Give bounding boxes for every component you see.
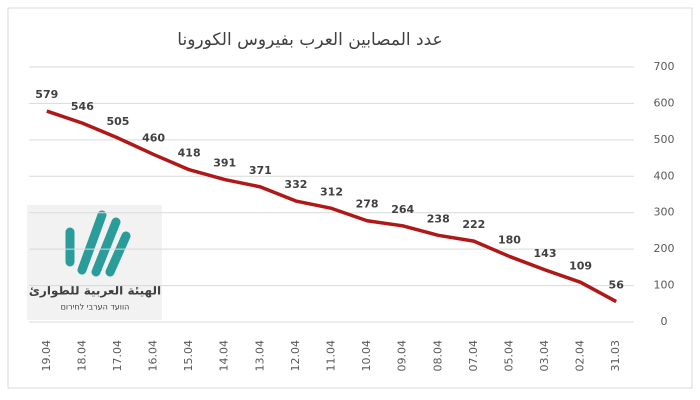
y-tick-label: 500 <box>654 133 675 146</box>
data-label: 238 <box>427 212 450 225</box>
y-tick-label: 300 <box>654 206 675 219</box>
data-label: 312 <box>320 185 343 198</box>
data-label: 180 <box>498 233 521 246</box>
data-label: 56 <box>609 279 625 292</box>
data-label: 546 <box>71 100 94 113</box>
x-tick-label: 19.04 <box>40 340 53 372</box>
x-tick-label: 14.04 <box>218 340 231 372</box>
y-tick-label: 200 <box>654 242 675 255</box>
logo-icon <box>65 210 131 277</box>
x-tick-label: 08.04 <box>431 340 444 372</box>
data-label: 222 <box>462 218 485 231</box>
x-tick-label: 13.04 <box>253 340 266 372</box>
chart-title: عدد المصابين العرب بفيروس الكورونا <box>177 30 442 50</box>
data-label: 505 <box>106 115 129 128</box>
y-tick-label: 600 <box>654 96 675 109</box>
x-tick-label: 18.04 <box>75 340 88 372</box>
data-label: 460 <box>142 131 165 144</box>
data-label: 109 <box>569 259 592 272</box>
data-label: 332 <box>284 178 307 191</box>
data-label: 371 <box>249 164 272 177</box>
x-tick-label: 09.04 <box>396 340 409 372</box>
x-tick-label: 07.04 <box>467 340 480 372</box>
x-tick-label: 11.04 <box>325 340 338 372</box>
x-tick-label: 05.04 <box>502 340 515 372</box>
logo-title: الهيئة العربية للطوارئ <box>29 284 161 299</box>
x-tick-label: 03.04 <box>538 340 551 372</box>
chart-frame <box>7 7 693 389</box>
x-tick-label: 02.04 <box>574 340 587 372</box>
data-label: 391 <box>213 157 236 170</box>
x-tick-label: 10.04 <box>360 340 373 372</box>
data-label: 264 <box>391 203 414 216</box>
x-tick-label: 31.03 <box>609 340 622 372</box>
y-tick-label: 0 <box>661 315 668 328</box>
x-tick-label: 16.04 <box>147 340 160 372</box>
data-line <box>46 109 618 304</box>
y-tick-label: 400 <box>654 169 675 182</box>
data-label: 418 <box>178 147 201 160</box>
y-tick-label: 100 <box>654 279 675 292</box>
logo-subtitle: הוועד הערבי לחירום <box>61 303 130 312</box>
logo: الهيئة العربية للطوارئ הוועד הערבי לחירו… <box>27 205 162 320</box>
x-tick-label: 17.04 <box>111 340 124 372</box>
x-tick-label: 12.04 <box>289 340 302 372</box>
x-tick-label: 15.04 <box>182 340 195 372</box>
data-label: 278 <box>356 198 379 211</box>
y-tick-label: 700 <box>654 60 675 73</box>
data-label: 143 <box>534 247 557 260</box>
data-label: 579 <box>35 88 58 101</box>
